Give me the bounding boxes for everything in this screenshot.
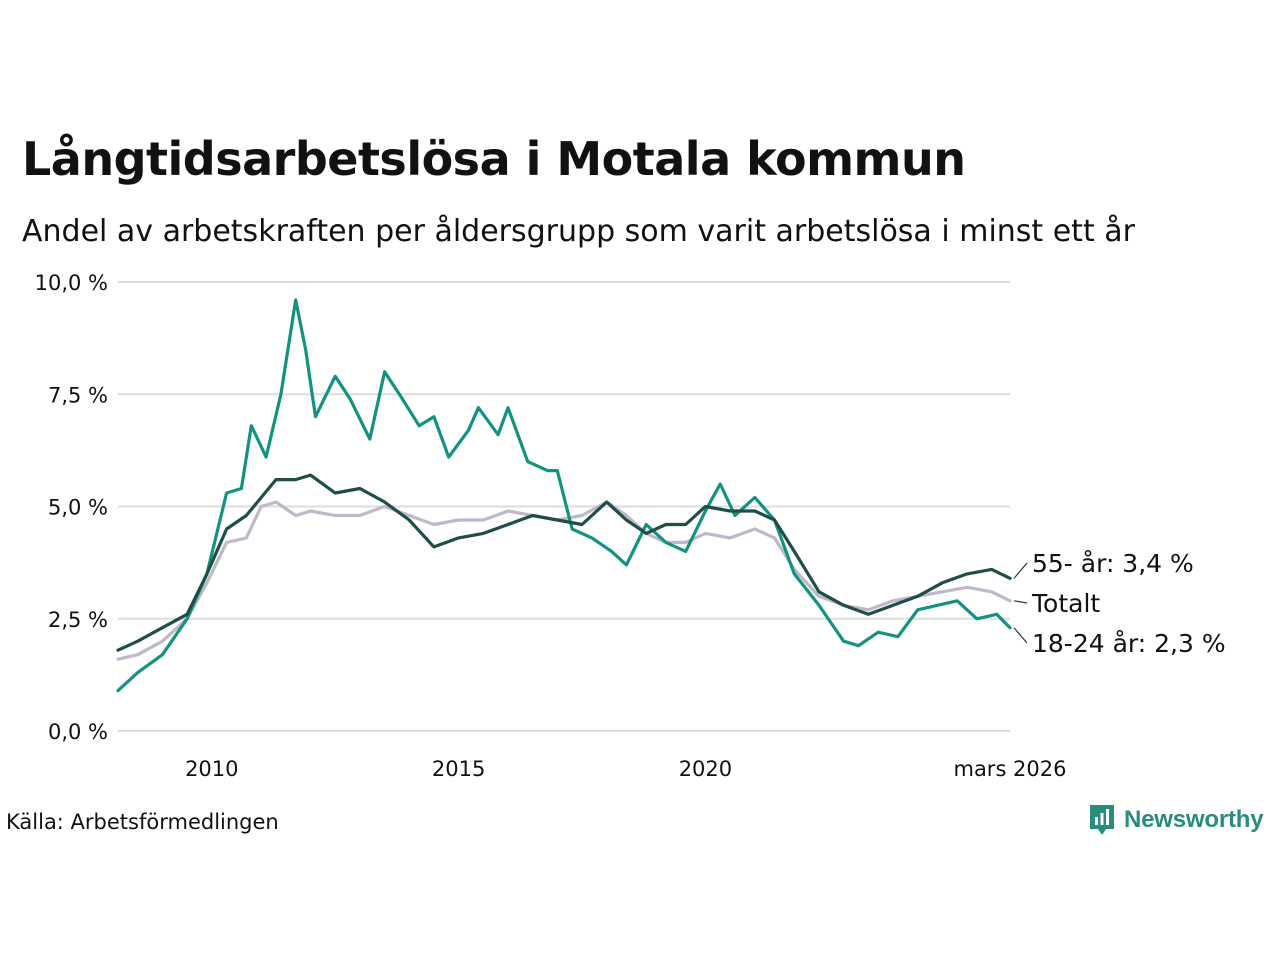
- y-tick-label: 7,5 %: [48, 383, 108, 407]
- x-tick-label: mars 2026: [953, 757, 1066, 781]
- x-tick-label: 2020: [679, 757, 732, 781]
- newsworthy-logo-icon: [1090, 805, 1114, 835]
- label-connector: [1013, 600, 1028, 604]
- chart-title: Långtidsarbetslösa i Motala kommun: [22, 132, 966, 186]
- brand-name: Newsworthy: [1124, 806, 1264, 833]
- source-note: Källa: Arbetsförmedlingen: [6, 810, 279, 834]
- series-line-total: [116, 500, 1012, 661]
- series-end-label: 18-24 år: 2,3 %: [1032, 629, 1226, 658]
- y-tick-label: 5,0 %: [48, 496, 108, 520]
- y-tick-label: 0,0 %: [48, 720, 108, 744]
- series-line-young: [116, 298, 1012, 693]
- y-tick-label: 2,5 %: [48, 608, 108, 632]
- x-tick-label: 2010: [185, 757, 238, 781]
- label-connector: [1013, 562, 1028, 579]
- series-end-label: 55- år: 3,4 %: [1032, 549, 1194, 578]
- series-end-label: Totalt: [1031, 589, 1100, 618]
- x-tick-label: 2015: [432, 757, 485, 781]
- series-line-55: [116, 473, 1012, 652]
- y-tick-label: 10,0 %: [35, 271, 108, 295]
- label-connector: [1013, 627, 1028, 644]
- chart-subtitle: Andel av arbetskraften per åldersgrupp s…: [22, 214, 1135, 249]
- brand-logo: Newsworthy: [1088, 803, 1264, 837]
